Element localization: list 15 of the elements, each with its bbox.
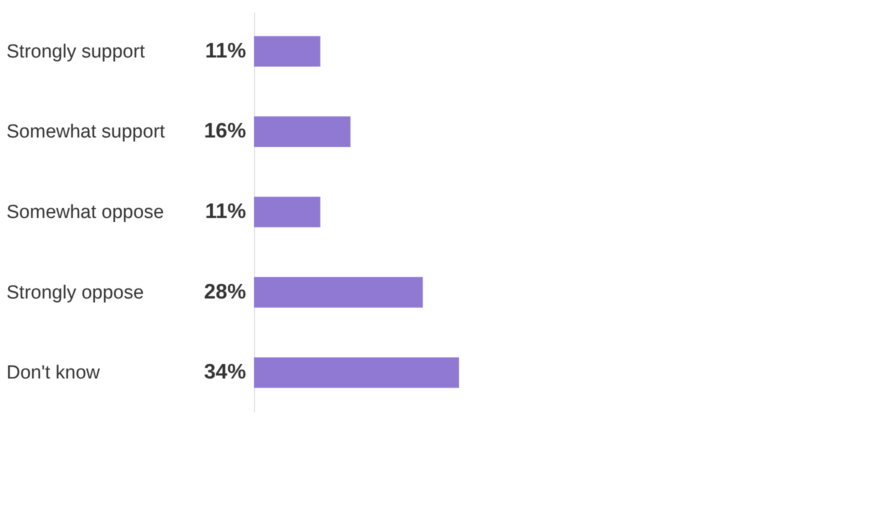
y-tick-label: Strongly oppose — [6, 282, 144, 304]
y-tick-label: Somewhat oppose — [6, 202, 164, 223]
bar — [254, 116, 350, 147]
data-label: 28% — [204, 280, 246, 304]
y-tick-label: Don't know — [6, 362, 100, 384]
bar — [254, 36, 320, 67]
data-label: 16% — [204, 120, 246, 143]
data-label: 11% — [205, 39, 246, 62]
bar — [254, 277, 423, 308]
y-tick-label: Strongly support — [6, 41, 146, 62]
y-tick-label: Somewhat support — [6, 122, 166, 143]
bar — [254, 357, 459, 388]
data-label: 11% — [205, 200, 246, 223]
data-label: 34% — [204, 360, 246, 384]
bar — [254, 196, 320, 228]
